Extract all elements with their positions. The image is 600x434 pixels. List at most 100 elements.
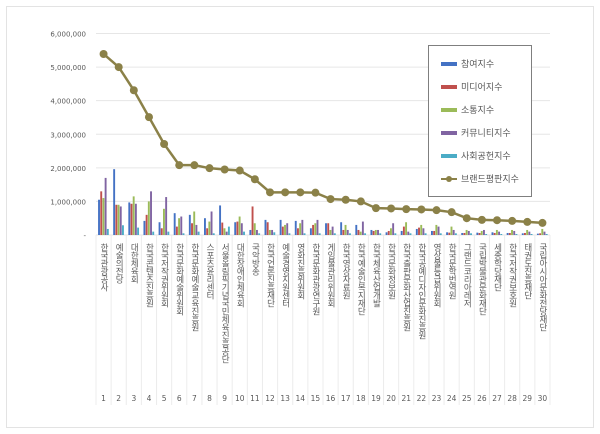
line-point	[220, 165, 229, 174]
bar	[325, 223, 327, 235]
y-tick-label: 6,000,000	[50, 31, 86, 39]
x-category-label: 한국언론진흥재단	[265, 243, 275, 307]
bar	[331, 226, 334, 235]
bar	[193, 211, 196, 235]
line-point	[190, 161, 199, 170]
line-point	[114, 63, 123, 72]
bar	[377, 229, 379, 235]
bar	[115, 204, 118, 235]
x-category-label: 영상물등급위원회	[432, 242, 442, 308]
bar	[188, 214, 191, 235]
bar	[117, 204, 120, 235]
x-category-label: 한국저작권보호원	[507, 243, 517, 307]
bar	[390, 228, 392, 235]
bar	[294, 220, 297, 235]
bar	[364, 233, 367, 235]
bar	[545, 233, 548, 235]
line-point	[175, 161, 184, 170]
bar	[506, 232, 509, 235]
bar	[210, 211, 213, 235]
bar	[286, 223, 289, 235]
bar	[134, 203, 137, 235]
x-category-label: 게임물관리위원회	[326, 242, 336, 308]
bar	[511, 229, 513, 235]
x-rank-label: 1	[101, 394, 106, 403]
line-point	[99, 49, 108, 58]
line-point	[493, 216, 502, 225]
bar	[316, 219, 319, 235]
bar	[327, 223, 330, 235]
x-rank-label: 22	[417, 394, 427, 403]
bar	[400, 230, 403, 235]
bar	[461, 232, 464, 235]
bar	[435, 224, 438, 235]
bar	[100, 191, 103, 235]
x-rank-label: 5	[162, 394, 167, 403]
x-category-label: 한국공예디자인문화진흥원	[416, 243, 426, 339]
bar	[178, 218, 181, 235]
y-tick-label: 1,000,000	[50, 198, 86, 206]
line-point	[523, 217, 532, 226]
bar	[240, 223, 243, 235]
x-rank-label: 7	[192, 394, 197, 403]
line-marker-icon	[441, 175, 457, 182]
line-point	[160, 139, 169, 148]
line-point	[266, 188, 275, 197]
legend-item-brand-reputation: 브랜드평판지수	[441, 167, 531, 190]
bar	[526, 229, 529, 235]
line-point	[417, 205, 426, 214]
bar	[303, 233, 306, 235]
bar	[223, 228, 226, 235]
bar	[465, 229, 468, 235]
bar	[513, 230, 516, 235]
x-rank-label: 26	[477, 394, 487, 403]
bar	[422, 228, 425, 235]
bar	[454, 233, 457, 235]
legend-item-community: 커뮤니티지수	[441, 121, 531, 144]
line-point	[311, 188, 320, 197]
x-rank-label: 9	[222, 394, 227, 403]
line-point	[205, 164, 214, 173]
bar	[405, 222, 408, 235]
x-category-label: 한국문화예술교육진흥원	[189, 243, 199, 331]
bar	[424, 233, 427, 235]
bar	[299, 223, 302, 235]
line-point	[341, 195, 350, 204]
bar	[491, 232, 494, 235]
x-rank-label: 23	[432, 394, 442, 403]
bar	[543, 231, 546, 235]
bar	[431, 230, 433, 235]
bar	[415, 228, 418, 235]
x-category-label: 한국저작권위원회	[159, 243, 169, 308]
line-point	[538, 218, 547, 227]
bar	[446, 232, 449, 235]
bar	[480, 230, 483, 235]
bar	[227, 226, 230, 235]
x-rank-label: 19	[371, 394, 381, 403]
bar	[256, 229, 258, 235]
bar	[530, 233, 533, 235]
bar	[370, 229, 373, 235]
bar	[208, 221, 211, 235]
bar	[281, 226, 284, 235]
x-rank-label: 28	[507, 394, 517, 403]
bar	[478, 232, 481, 235]
bar	[318, 233, 321, 235]
bar	[439, 233, 442, 235]
bar	[476, 232, 479, 235]
swatch-icon	[441, 84, 457, 89]
bar	[158, 222, 161, 235]
x-rank-label: 21	[401, 394, 411, 403]
x-category-label: 영화진흥위원회	[295, 242, 305, 300]
bar	[528, 231, 531, 235]
bar	[106, 228, 109, 235]
bar	[102, 198, 105, 235]
bar	[212, 233, 215, 235]
bar	[163, 208, 165, 235]
x-category-label: 한국문화관광연구원	[310, 243, 320, 315]
bar	[249, 229, 252, 235]
bar	[104, 177, 107, 235]
bar	[264, 219, 267, 235]
y-tick-label: 3,000,000	[50, 131, 86, 139]
